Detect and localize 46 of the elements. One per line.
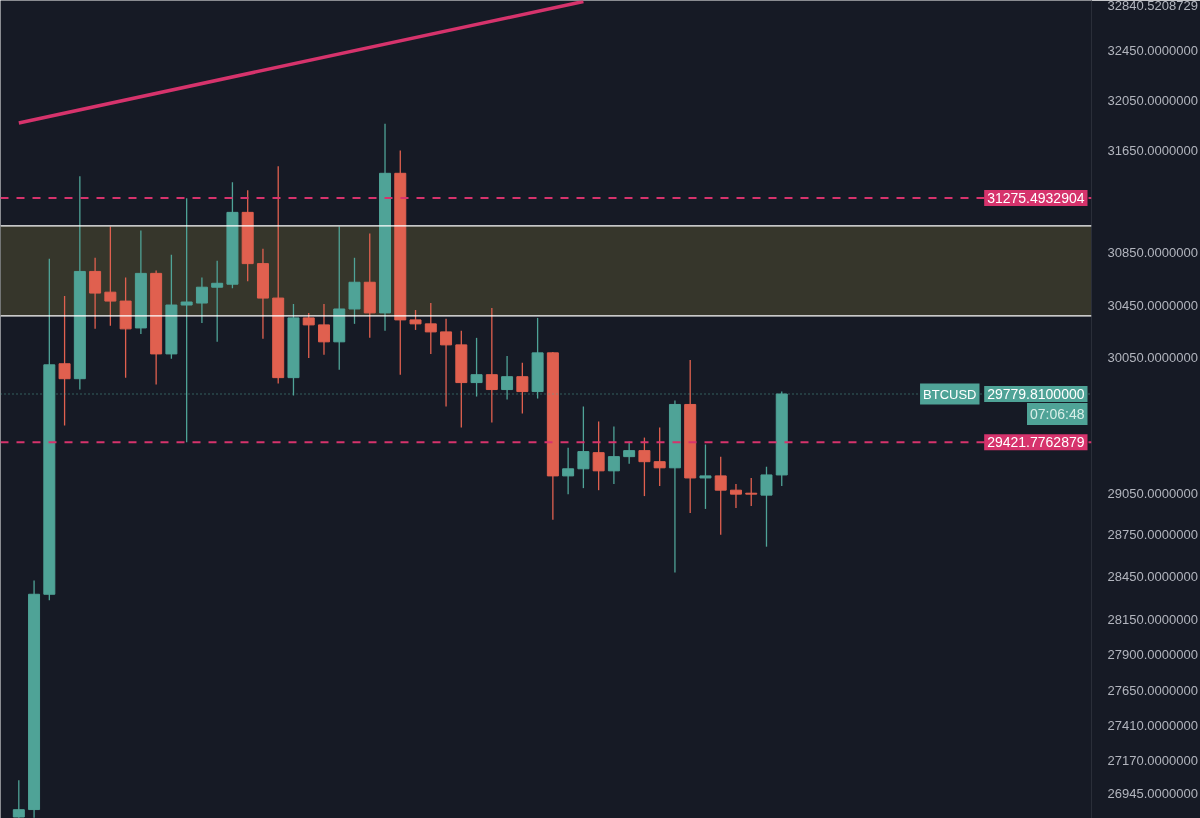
candlestick [211,259,224,343]
candlestick [89,257,102,330]
candlestick [409,309,422,331]
candlestick [745,477,758,507]
y-tick-label: 28450.0000000 [1107,569,1198,585]
candlestick [714,455,727,536]
candlestick [577,405,590,489]
candlestick [729,483,742,509]
y-tick-label: 32050.0000000 [1107,92,1198,108]
annotation: BTCUSD [923,386,977,402]
candlestick [302,312,315,359]
ref-line-label: 29779.8100000 [987,386,1085,403]
candlestick [653,426,666,487]
y-tick-label: 30450.0000000 [1107,297,1198,313]
candlestick [592,420,605,491]
ref-line-label: 31275.4932904 [987,190,1085,207]
candlestick [760,466,773,548]
candlestick [699,443,712,510]
candlestick [12,779,25,818]
candlestick [638,436,651,497]
candlestick [485,307,498,424]
candlestick [104,225,117,327]
candlestick [317,303,330,356]
candlestick [195,276,208,324]
candlestick [607,425,620,485]
candlestick [58,295,71,427]
y-tick-label: 27410.0000000 [1107,718,1198,734]
y-tick-label: 27170.0000000 [1107,753,1198,769]
candlestick [424,302,437,355]
y-tick-label: 27650.0000000 [1107,683,1198,699]
y-tick-label: 29050.0000000 [1107,485,1198,501]
candlestick [562,446,575,495]
y-tick-label: 31650.0000000 [1107,143,1198,158]
y-tick-label: 30850.0000000 [1107,245,1198,261]
y-tick-label: 32450.0000000 [1107,43,1198,59]
candlestick [516,362,529,415]
candlestick [623,440,636,465]
candlestick [440,318,453,408]
y-tick-label: 30050.0000000 [1107,350,1198,366]
y-tick-label: 28150.0000000 [1107,611,1198,627]
y-tick-label: 28750.0000000 [1107,527,1198,543]
annotation: 07:06:48 [1030,406,1085,423]
y-tick-label: 27900.0000000 [1107,647,1198,663]
ref-line-label: 29421.7762879 [987,434,1085,451]
y-tick-label: 32840.5208729 [1107,0,1198,13]
y-tick-label: 26945.0000000 [1107,786,1198,802]
